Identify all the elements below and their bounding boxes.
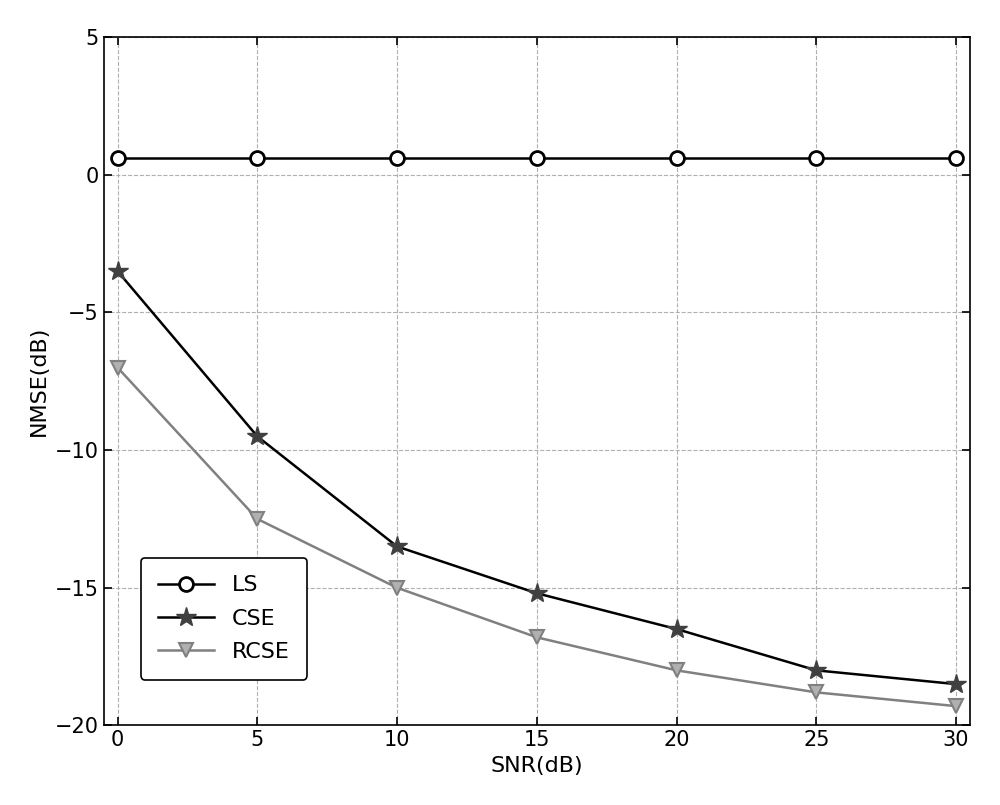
RCSE: [810, 687, 822, 697]
RCSE: [251, 514, 263, 524]
CSE: [671, 624, 683, 634]
LS: [112, 154, 124, 163]
Legend: LS, CSE, RCSE: LS, CSE, RCSE: [141, 558, 307, 680]
LS: [531, 154, 543, 163]
Line: RCSE: RCSE: [111, 361, 963, 713]
RCSE: [671, 666, 683, 675]
CSE: [251, 431, 263, 441]
LS: [391, 154, 403, 163]
X-axis label: SNR(dB): SNR(dB): [491, 756, 583, 776]
CSE: [391, 542, 403, 551]
LS: [810, 154, 822, 163]
CSE: [810, 666, 822, 675]
RCSE: [950, 701, 962, 711]
CSE: [112, 266, 124, 276]
Line: CSE: CSE: [107, 261, 967, 695]
Y-axis label: NMSE(dB): NMSE(dB): [29, 326, 49, 436]
RCSE: [112, 363, 124, 373]
LS: [671, 154, 683, 163]
RCSE: [531, 633, 543, 642]
CSE: [531, 588, 543, 598]
CSE: [950, 679, 962, 689]
LS: [251, 154, 263, 163]
Line: LS: LS: [111, 151, 963, 165]
LS: [950, 154, 962, 163]
RCSE: [391, 583, 403, 592]
